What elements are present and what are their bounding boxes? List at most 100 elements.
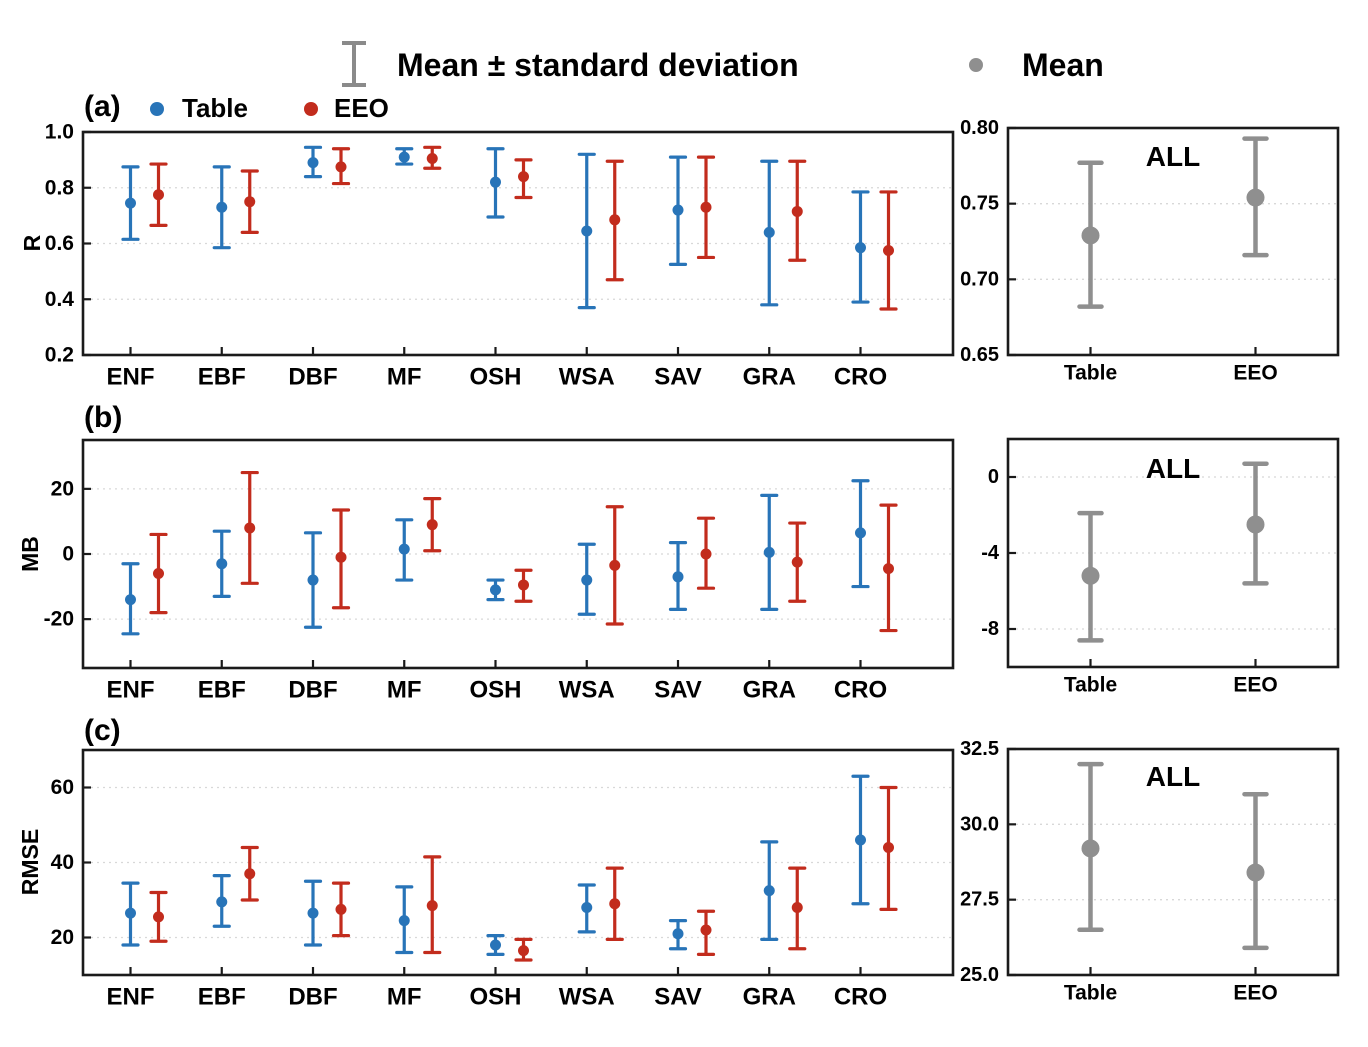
x-tick-label: MF xyxy=(387,677,422,704)
data-point-table xyxy=(125,907,136,919)
y-axis-label-rmse: RMSE xyxy=(16,828,43,896)
data-point-table xyxy=(581,225,593,237)
data-point-table xyxy=(307,574,319,586)
x-tick-label: GRA xyxy=(743,984,796,1011)
data-point-eeo xyxy=(518,171,529,183)
data-point-table xyxy=(763,546,775,558)
errorbar-icon xyxy=(342,41,366,87)
y-tick-label: 27.5 xyxy=(960,889,999,911)
data-point-eeo xyxy=(153,568,164,580)
x-tick-label: DBF xyxy=(288,984,337,1011)
x-tick-label: OSH xyxy=(469,364,521,391)
data-point-eeo xyxy=(426,900,438,912)
data-point-eeo xyxy=(244,868,256,880)
x-tick-label: WSA xyxy=(559,364,615,391)
y-tick-label: 0.8 xyxy=(45,176,75,199)
y-tick-label: -20 xyxy=(44,608,74,631)
mean-dot-icon xyxy=(969,58,983,72)
x-tick-label: EBF xyxy=(198,984,246,1011)
data-point-eeo xyxy=(791,205,803,217)
x-tick-label: WSA xyxy=(559,677,615,704)
x-tick-label: SAV xyxy=(654,984,702,1011)
x-tick-label: CRO xyxy=(834,677,887,704)
x-tick-label: MF xyxy=(387,984,422,1011)
x-tick-label: ENF xyxy=(107,984,155,1011)
data-point-mean xyxy=(1246,863,1265,882)
y-tick-label: 0.65 xyxy=(960,344,999,366)
mean-legend-label: Mean xyxy=(1022,47,1104,83)
x-tick-label: EBF xyxy=(198,364,246,391)
y-tick-label: 32.5 xyxy=(960,738,999,760)
data-point-eeo xyxy=(335,903,347,915)
x-tick-label: MF xyxy=(387,364,422,391)
y-tick-label: 0 xyxy=(62,543,74,566)
data-point-table xyxy=(398,915,410,927)
data-point-eeo xyxy=(883,842,894,853)
y-axis-label-r: R xyxy=(18,234,45,252)
y-tick-label: 0.6 xyxy=(45,232,74,255)
data-point-eeo xyxy=(426,152,438,164)
x-tick-label: WSA xyxy=(559,984,615,1011)
plot-box xyxy=(81,748,955,977)
data-point-eeo xyxy=(153,189,164,201)
data-point-eeo xyxy=(791,556,803,568)
x-tick-label: OSH xyxy=(469,677,521,704)
data-point-table xyxy=(672,571,684,583)
data-point-eeo xyxy=(609,559,621,571)
data-point-table xyxy=(672,928,684,940)
x-tick-label: GRA xyxy=(743,364,796,391)
data-point-table xyxy=(307,157,319,169)
data-point-table xyxy=(307,907,319,919)
x-tick-label: ENF xyxy=(107,677,155,704)
y-tick-label: -4 xyxy=(981,542,1000,564)
data-point-table xyxy=(490,584,501,596)
data-point-table xyxy=(855,527,866,539)
x-tick-label: Table xyxy=(1064,982,1117,1005)
y-tick-label: 0.2 xyxy=(45,344,74,367)
data-point-eeo xyxy=(700,548,712,560)
eeo-series-label: EEO xyxy=(334,93,389,123)
y-tick-label: 20 xyxy=(51,477,74,500)
x-tick-label: DBF xyxy=(288,677,337,704)
panel-b-letter: (b) xyxy=(84,401,123,434)
y-tick-label: 30.0 xyxy=(960,813,999,835)
data-point-table xyxy=(672,204,684,216)
data-point-table xyxy=(581,902,593,913)
x-tick-label: EEO xyxy=(1233,982,1277,1005)
all-title-a: ALL xyxy=(1145,141,1201,172)
data-point-eeo xyxy=(153,911,164,923)
data-point-eeo xyxy=(518,945,529,957)
y-tick-label: -8 xyxy=(981,618,999,640)
data-point-table xyxy=(125,594,136,606)
data-point-eeo xyxy=(883,563,894,575)
data-point-eeo xyxy=(426,519,438,531)
data-point-table xyxy=(398,543,410,555)
plot-box xyxy=(1006,747,1340,977)
errorbar-legend-label: Mean ± standard deviation xyxy=(397,47,799,83)
data-point-table xyxy=(216,201,228,213)
data-point-eeo xyxy=(518,579,529,591)
y-tick-label: 0.75 xyxy=(960,193,999,215)
data-point-table xyxy=(581,574,593,586)
y-tick-label: 40 xyxy=(51,851,74,874)
data-point-table xyxy=(125,197,136,209)
plot-box xyxy=(1006,437,1340,669)
y-tick-label: 25.0 xyxy=(960,964,999,986)
data-point-mean xyxy=(1246,515,1265,534)
y-tick-label: 0 xyxy=(988,466,999,488)
data-point-mean xyxy=(1246,188,1265,207)
data-point-eeo xyxy=(700,201,712,213)
data-point-eeo xyxy=(609,214,621,226)
plot-box xyxy=(1006,126,1340,357)
y-tick-label: 60 xyxy=(51,776,74,799)
x-tick-label: Table xyxy=(1064,362,1117,385)
x-tick-label: ENF xyxy=(107,364,155,391)
x-tick-label: OSH xyxy=(469,984,521,1011)
data-point-table xyxy=(490,939,501,951)
data-point-table xyxy=(855,834,866,846)
all-title-b: ALL xyxy=(1145,453,1201,484)
data-point-eeo xyxy=(791,902,803,913)
x-tick-label: DBF xyxy=(288,364,337,391)
data-point-table xyxy=(216,896,228,908)
